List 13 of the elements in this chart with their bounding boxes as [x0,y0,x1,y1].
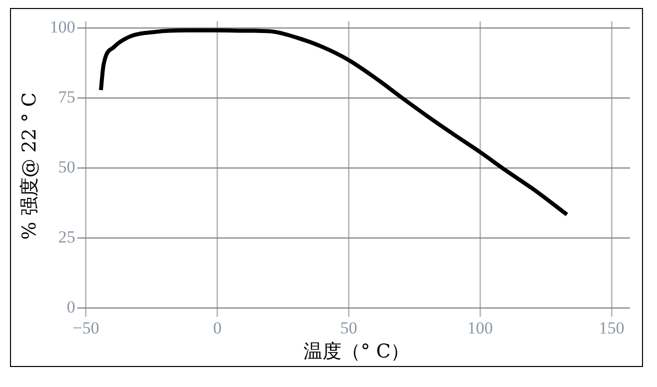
line-series [98,28,569,217]
x-tick-label: 50 [340,318,358,338]
y-tick-label: 100 [50,18,76,37]
y-axis-title: % 强度@ 22 ° C [18,92,40,240]
y-tick-label: 75 [58,88,76,107]
x-axis-title: 温度（° C） [304,340,410,363]
x-tick-label: 0 [213,318,222,338]
y-tick-label: 25 [58,228,76,247]
y-tick-label: 0 [66,297,76,316]
x-tick-label: 150 [598,318,624,338]
x-tick-label: 100 [467,318,493,338]
y-tick-label: 50 [58,158,76,177]
x-tick-label: −50 [72,318,100,338]
